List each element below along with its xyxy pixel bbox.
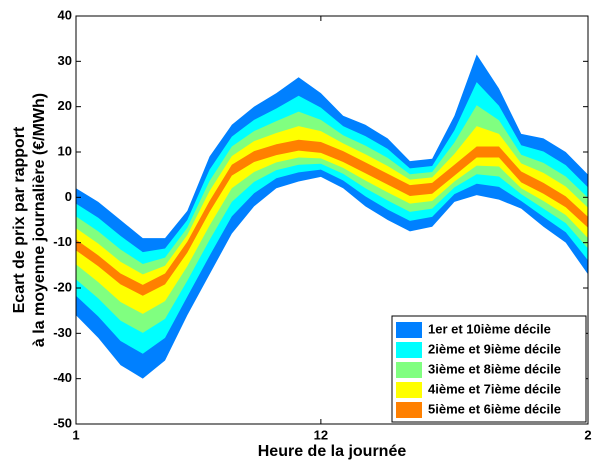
x-tick-label: 12 (314, 427, 328, 442)
legend-label: 3ième et 8ième décile (428, 361, 561, 376)
legend-label: 2ième et 9ième décile (428, 341, 561, 356)
legend-swatch (396, 402, 422, 418)
band (76, 126, 588, 314)
band (76, 139, 588, 296)
y-tick-label: 0 (65, 189, 72, 204)
y-tick-label: 30 (58, 53, 72, 68)
legend-label: 4ième et 7ième décile (428, 381, 561, 396)
y-tick-label: -20 (53, 279, 72, 294)
legend-label: 1er et 10ième décile (428, 321, 551, 336)
x-tick-label: 1 (72, 427, 79, 442)
legend-swatch (396, 362, 422, 378)
x-tick-label: 2 (584, 427, 591, 442)
y-tick-label: 10 (58, 143, 72, 158)
y-tick-label: -10 (53, 234, 72, 249)
x-axis-label: Heure de la journée (258, 443, 407, 460)
y-tick-label: 20 (58, 98, 72, 113)
y-axis-label: Ecart de prix par rapport (11, 126, 28, 313)
legend-swatch (396, 322, 422, 338)
y-tick-label: 40 (58, 7, 72, 22)
legend-label: 5ième et 6ième décile (428, 401, 561, 416)
y-tick-label: -50 (53, 415, 72, 430)
y-tick-label: -40 (53, 370, 72, 385)
legend-swatch (396, 382, 422, 398)
y-axis-label: à la moyenne journalière (€/MWh) (31, 93, 48, 347)
y-tick-label: -30 (53, 325, 72, 340)
legend-box (391, 315, 587, 423)
legend-swatch (396, 342, 422, 358)
plot-frame (75, 15, 589, 425)
